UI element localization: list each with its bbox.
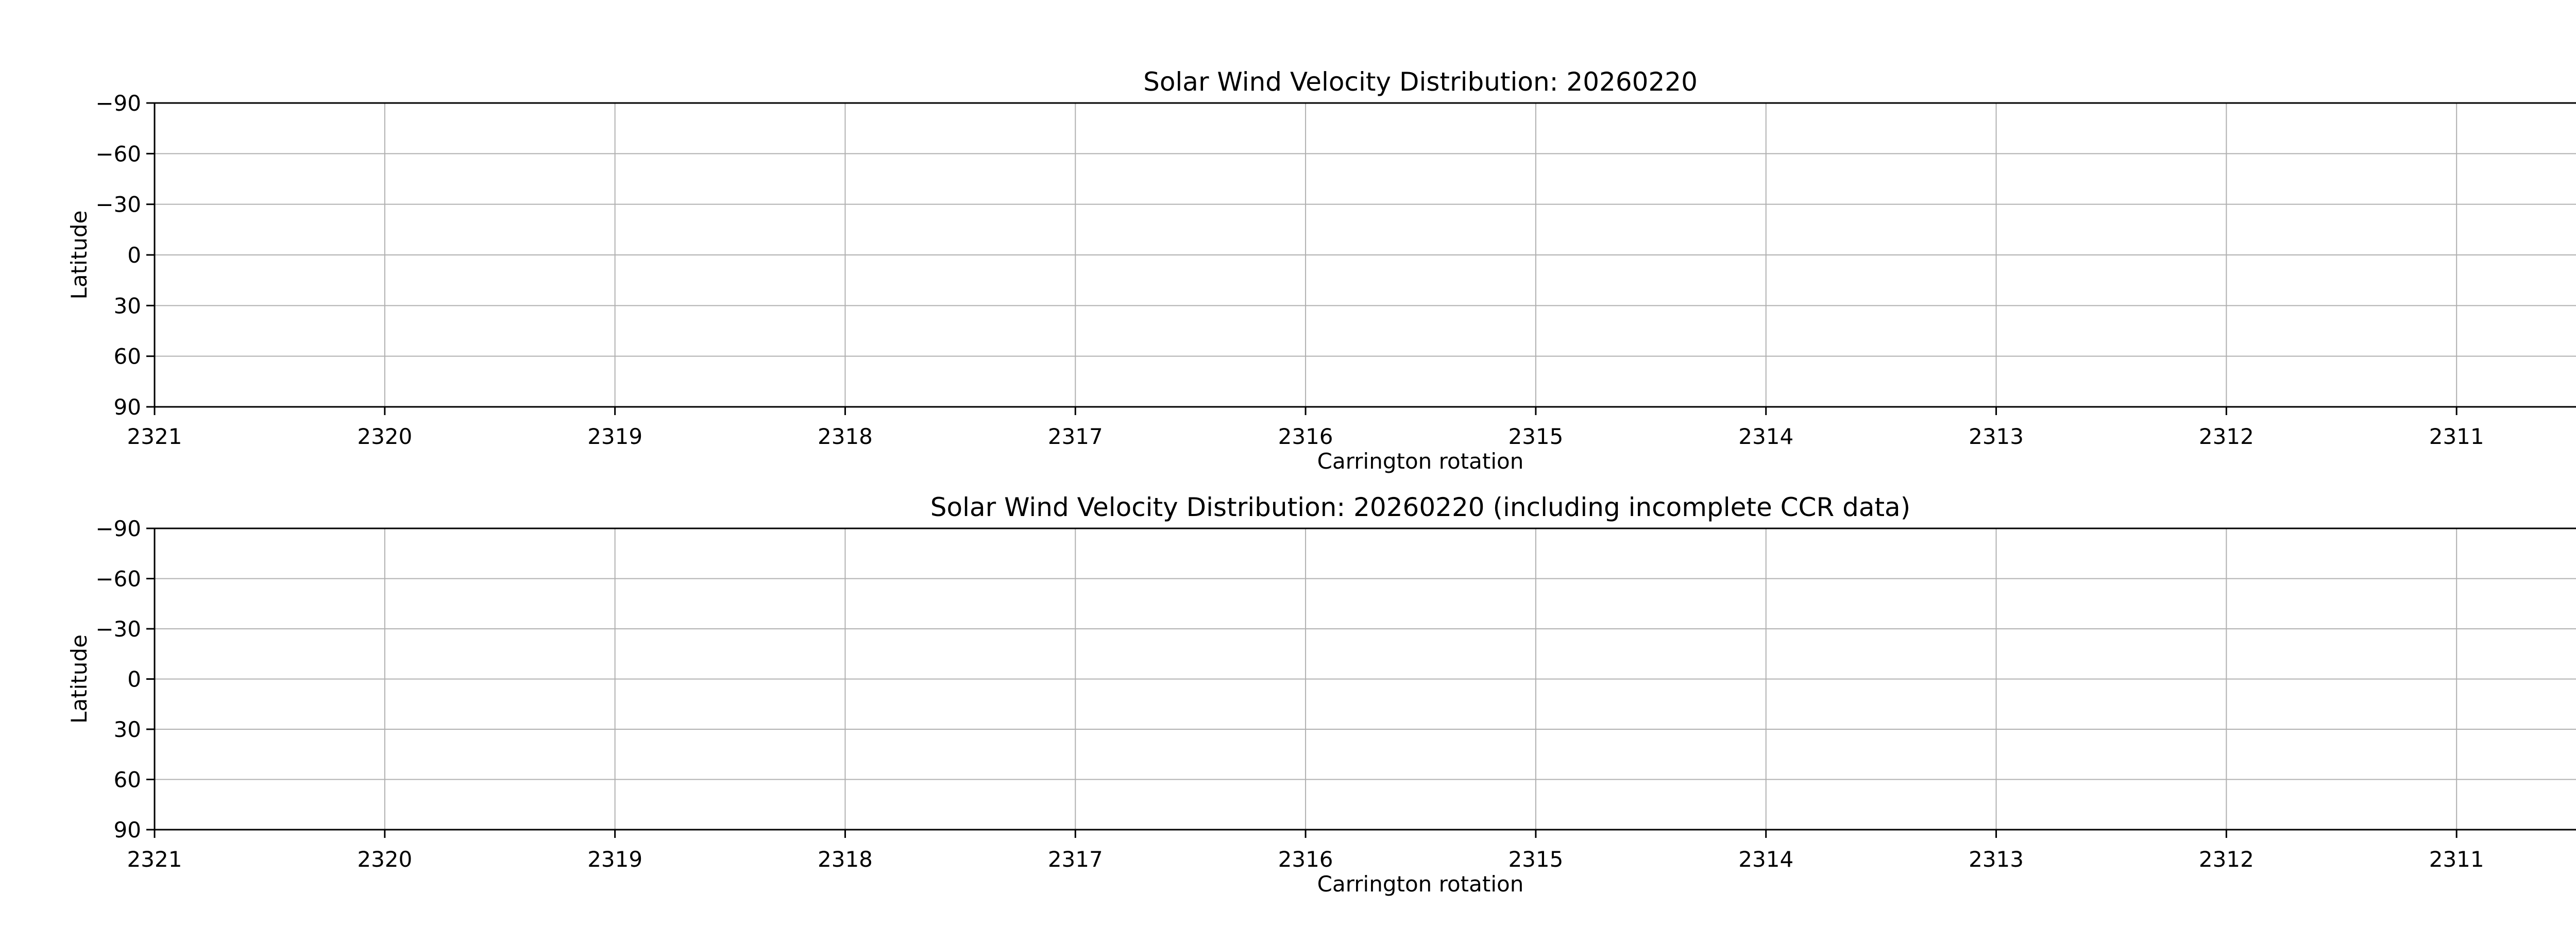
x-tick-label: 2317 (1048, 424, 1103, 449)
y-tick-label: 90 (114, 394, 141, 420)
bottom-plot: Solar Wind Velocity Distribution: 202602… (66, 492, 2576, 897)
y-tick-label: 0 (127, 243, 141, 268)
bottom-plot-axes: 2321 2320 2319 2318 2317 2316 2315 2314 2313 2312… (95, 516, 2576, 872)
y-tick-label: 60 (114, 767, 141, 793)
top-plot-ylabel: Latitude (66, 211, 92, 300)
y-tick-label: −90 (95, 91, 141, 116)
y-tick-label: −30 (95, 616, 141, 642)
top-plot-xlabel: Carrington rotation (1317, 449, 1524, 474)
x-tick-label: 2318 (818, 424, 873, 449)
y-tick-label: −90 (95, 516, 141, 541)
top-plot-title: Solar Wind Velocity Distribution: 202602… (1143, 67, 1698, 97)
x-tick-label: 2317 (1048, 847, 1103, 872)
x-tick-label: 2321 (127, 847, 182, 872)
x-tick-label: 2316 (1278, 424, 1333, 449)
top-plot-axes: 2321 2320 2319 2318 2317 2316 2315 2314 2313 2312… (95, 91, 2576, 449)
bottom-plot-ylabel: Latitude (66, 634, 92, 724)
bottom-plot-title: Solar Wind Velocity Distribution: 202602… (930, 492, 1910, 522)
x-tick-label: 2312 (2199, 847, 2254, 872)
x-tick-label: 2312 (2199, 424, 2254, 449)
y-tick-label: −60 (95, 141, 141, 166)
x-tick-label: 2319 (587, 424, 642, 449)
x-tick-label: 2318 (818, 847, 873, 872)
y-tick-label: 60 (114, 344, 141, 369)
y-tick-label: 90 (114, 817, 141, 843)
x-tick-label: 2313 (1969, 424, 2024, 449)
x-tick-label: 2320 (357, 424, 412, 449)
y-tick-label: 30 (114, 717, 141, 742)
x-tick-label: 2313 (1969, 847, 2024, 872)
y-tick-label: −30 (95, 192, 141, 217)
x-tick-label: 2314 (1738, 424, 1793, 449)
x-tick-label: 2316 (1278, 847, 1333, 872)
x-tick-label: 2314 (1738, 847, 1793, 872)
x-tick-label: 2311 (2429, 847, 2484, 872)
x-tick-label: 2311 (2429, 424, 2484, 449)
x-tick-label: 2319 (587, 847, 642, 872)
x-tick-label: 2315 (1508, 847, 1563, 872)
x-tick-label: 2320 (357, 847, 412, 872)
bottom-plot-xlabel: Carrington rotation (1317, 871, 1524, 897)
y-tick-label: 30 (114, 293, 141, 318)
top-plot: Solar Wind Velocity Distribution: 202602… (66, 67, 2576, 474)
x-tick-label: 2315 (1508, 424, 1563, 449)
y-tick-label: 0 (127, 667, 141, 692)
x-tick-label: 2321 (127, 424, 182, 449)
y-tick-label: −60 (95, 566, 141, 592)
